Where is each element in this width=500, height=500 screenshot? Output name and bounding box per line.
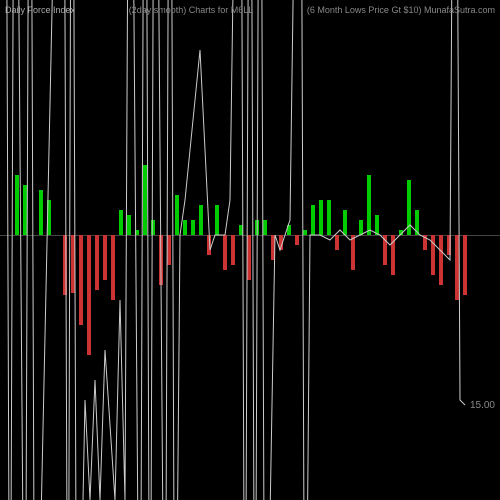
force-bar — [399, 230, 403, 235]
title-source: (6 Month Lows Price Gt $10) MunafaSutra.… — [307, 5, 495, 20]
force-bar — [223, 235, 227, 270]
chart-title-bar: Daily Force Index (2day smooth) Charts f… — [0, 5, 500, 20]
y-axis-label: 15.00 — [470, 400, 495, 411]
force-bar — [415, 210, 419, 235]
force-bar — [143, 165, 147, 235]
force-bar — [311, 205, 315, 235]
force-bar — [255, 220, 259, 235]
force-bar — [39, 190, 43, 235]
force-bar — [463, 235, 467, 295]
force-bar — [383, 235, 387, 265]
force-bar — [207, 235, 211, 255]
force-bar — [103, 235, 107, 280]
force-bar — [303, 230, 307, 235]
title-indicator: Daily Force Index — [5, 5, 75, 20]
force-bar — [119, 210, 123, 235]
force-bar — [191, 220, 195, 235]
force-bar — [79, 235, 83, 325]
force-bar — [351, 235, 355, 270]
force-bar — [135, 230, 139, 235]
force-bar — [287, 225, 291, 235]
force-bar — [231, 235, 235, 265]
force-index-chart — [0, 0, 500, 500]
force-bar — [407, 180, 411, 235]
force-bar — [159, 235, 163, 285]
force-bar — [63, 235, 67, 295]
force-bar — [167, 235, 171, 265]
force-bar — [71, 235, 75, 293]
force-bar — [239, 225, 243, 235]
force-bar — [431, 235, 435, 275]
force-bar — [271, 235, 275, 260]
force-bar — [279, 235, 283, 250]
force-bar — [439, 235, 443, 285]
force-bar — [15, 175, 19, 235]
force-bar — [367, 175, 371, 235]
force-bar — [319, 200, 323, 235]
force-bar — [127, 215, 131, 235]
force-bar — [47, 200, 51, 235]
force-bar — [215, 205, 219, 235]
title-symbol: (2day smooth) Charts for M6LL — [129, 5, 254, 20]
force-bar — [111, 235, 115, 300]
force-bar — [95, 235, 99, 290]
force-bar — [423, 235, 427, 250]
force-bar — [183, 220, 187, 235]
force-bar — [199, 205, 203, 235]
force-bar — [327, 200, 331, 235]
force-bar — [447, 235, 451, 255]
force-bar — [335, 235, 339, 250]
force-bar — [175, 195, 179, 235]
force-bar — [295, 235, 299, 245]
force-bar — [151, 220, 155, 235]
force-bar — [247, 235, 251, 280]
force-bar — [359, 220, 363, 235]
force-bar — [23, 185, 27, 235]
force-bar — [455, 235, 459, 300]
force-bar — [375, 215, 379, 235]
force-bar — [263, 220, 267, 235]
force-bar — [343, 210, 347, 235]
force-bar — [391, 235, 395, 275]
force-bar — [87, 235, 91, 355]
